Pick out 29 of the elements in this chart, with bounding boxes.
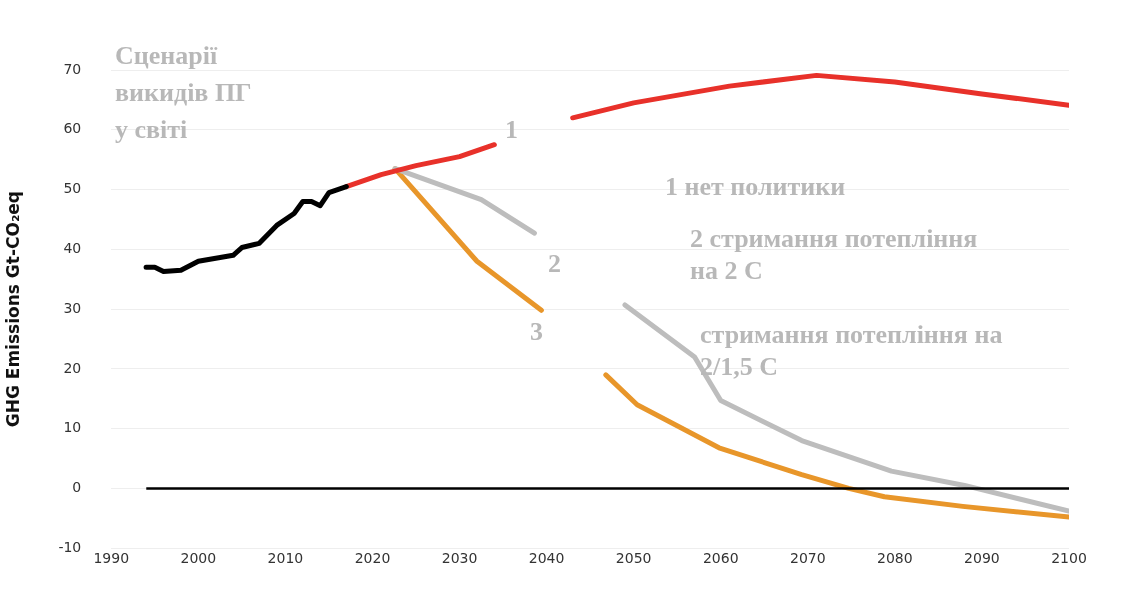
annotation: 1 bbox=[505, 114, 518, 144]
annotation: 2 стримання потепління на 2 С bbox=[690, 223, 978, 285]
annotation: 3 bbox=[530, 316, 543, 346]
x-tick-label: 2010 bbox=[267, 550, 304, 567]
y-tick-label: 40 bbox=[63, 239, 82, 256]
x-tick-label: 2020 bbox=[354, 550, 391, 567]
y-tick-label: 30 bbox=[63, 299, 82, 316]
annotation: 1 нет политики bbox=[665, 171, 846, 201]
x-tick-label: 2000 bbox=[180, 550, 217, 567]
y-tick-label: 20 bbox=[63, 359, 82, 376]
annotation: стримання потепління на 2/1,5 С bbox=[700, 319, 1003, 381]
y-tick-label: 60 bbox=[63, 120, 82, 137]
x-tick-label: 2070 bbox=[789, 550, 826, 567]
x-tick-label: 2060 bbox=[702, 550, 739, 567]
x-tick-label: 2050 bbox=[615, 550, 652, 567]
y-tick-label: 70 bbox=[63, 60, 82, 77]
x-tick-label: 2080 bbox=[877, 550, 913, 567]
y-tick-label: 0 bbox=[72, 479, 82, 496]
y-tick-label: 50 bbox=[63, 180, 82, 197]
y-axis-title: GHG Emissions Gt-CO₂eq bbox=[2, 190, 23, 428]
y-tick-label: -10 bbox=[58, 538, 82, 555]
x-tick-label: 2030 bbox=[441, 550, 478, 567]
x-tick-label: 1990 bbox=[93, 550, 130, 567]
x-tick-label: 2040 bbox=[528, 550, 565, 567]
y-tick-label: 10 bbox=[63, 419, 82, 436]
x-tick-label: 2100 bbox=[1051, 550, 1087, 567]
chart-title: Сценарії викидів ПГ у світі bbox=[115, 40, 252, 144]
annotation: 2 bbox=[548, 248, 561, 278]
x-tick-label: 2090 bbox=[964, 550, 1000, 567]
